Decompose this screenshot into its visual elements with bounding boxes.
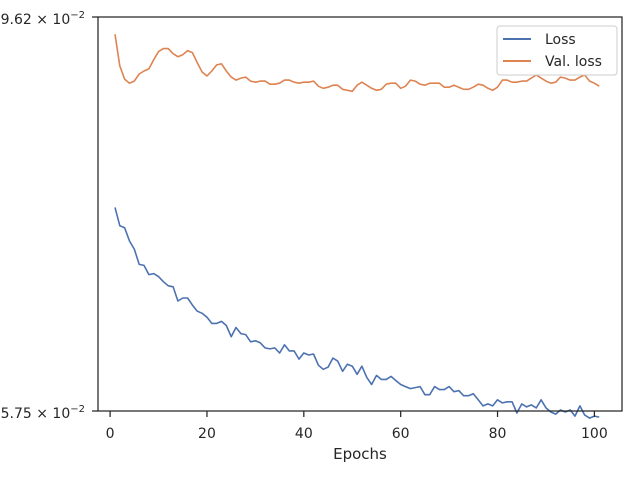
x-tick-label-100: 100 [581, 426, 608, 442]
y-tick-label-bottom-exp: −2 [70, 404, 85, 415]
x-tick-label-80: 80 [489, 426, 507, 442]
series-layer [114, 34, 600, 419]
series-line-val-loss [114, 34, 600, 93]
y-tick-label-top-exp: −2 [70, 10, 85, 21]
legend: Loss Val. loss [496, 25, 618, 76]
y-tick-label-top-base: 9.62 × 10 [1, 12, 71, 28]
y-tick-label-bottom: 5.75 × 10−2 [1, 404, 85, 422]
legend-label-val-loss: Val. loss [545, 54, 602, 70]
series-line-loss [114, 207, 600, 419]
x-tick-label-40: 40 [295, 426, 313, 442]
plot-frame [97, 16, 623, 412]
x-tick-label-0: 0 [106, 426, 115, 442]
x-axis: 0 20 40 60 80 100 [106, 411, 608, 442]
x-axis-label: Epochs [333, 445, 387, 463]
x-tick-label-60: 60 [392, 426, 410, 442]
plot-area [98, 17, 622, 411]
y-tick-label-top: 9.62 × 10−2 [1, 10, 85, 28]
y-tick-label-bottom-base: 5.75 × 10 [1, 406, 71, 422]
x-tick-label-20: 20 [198, 426, 216, 442]
legend-label-loss: Loss [545, 32, 576, 48]
